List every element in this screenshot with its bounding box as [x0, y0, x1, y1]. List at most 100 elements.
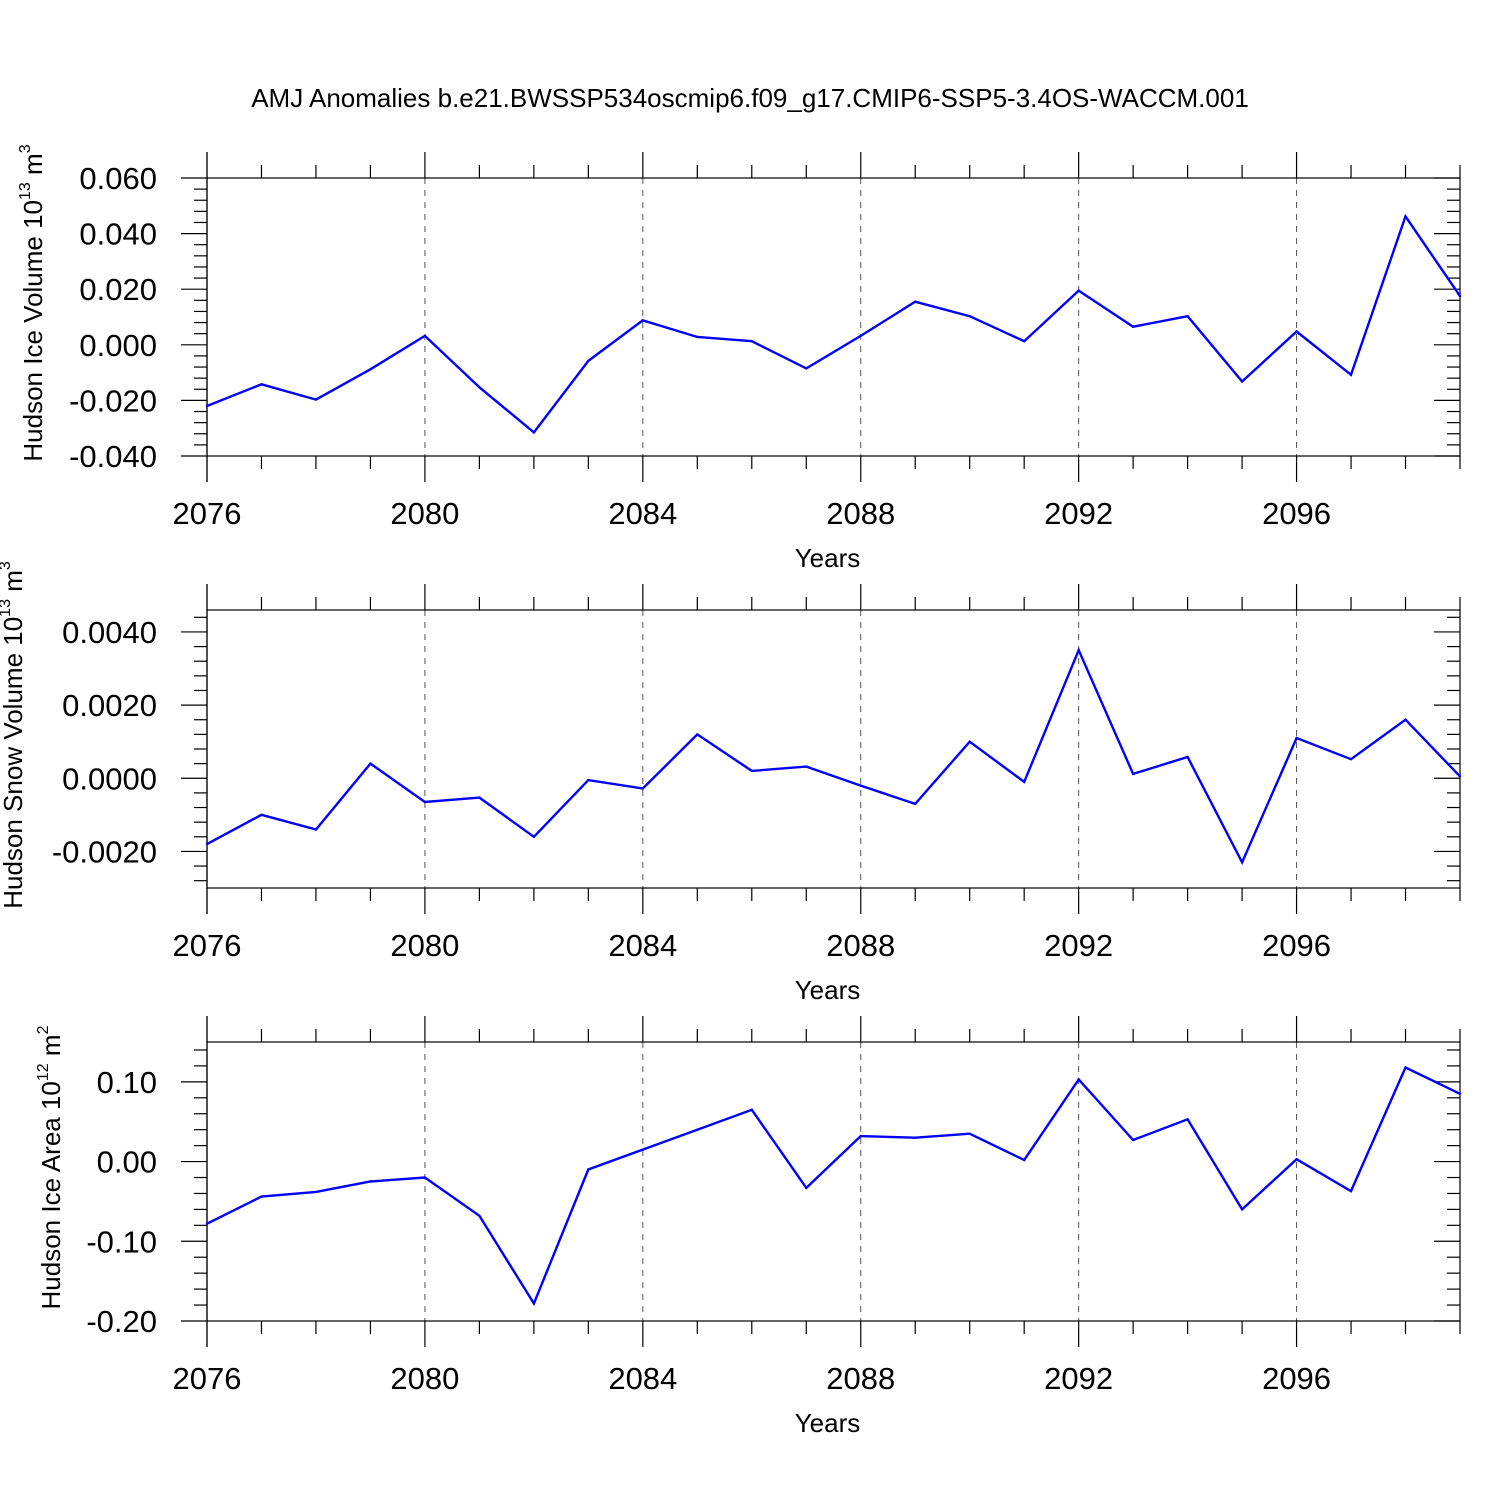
y-tick-label: 0.020 — [79, 272, 157, 307]
data-point — [1077, 289, 1080, 292]
x-tick-label: 2080 — [390, 496, 459, 531]
data-point — [1131, 325, 1135, 328]
data-point — [914, 1136, 917, 1139]
data-point — [859, 1134, 862, 1138]
x-tick-label: 2076 — [173, 496, 242, 531]
data-point — [1131, 1138, 1135, 1142]
y-tick-label: -0.020 — [69, 383, 157, 418]
data-point — [205, 404, 209, 408]
series-line — [206, 647, 1461, 866]
x-tick-label: 2084 — [608, 1361, 677, 1396]
series-line — [206, 213, 1461, 435]
data-point — [914, 300, 917, 303]
x-tick-label: 2080 — [390, 928, 459, 963]
y-tick-label: -0.10 — [86, 1224, 157, 1259]
data-point — [260, 1195, 263, 1198]
data-point — [805, 765, 808, 768]
data-point — [859, 334, 862, 338]
panel-1: 2076 2080 2084 2088 2092 2096 Years -0.040 -0.02… — [17, 144, 1462, 573]
data-point — [423, 1176, 427, 1179]
figure-title: AMJ Anomalies b.e21.BWSSP534oscmip6.f09_… — [251, 83, 1249, 113]
data-point — [1022, 340, 1026, 343]
data-point — [587, 359, 590, 363]
x-axis-title: Years — [795, 543, 861, 573]
data-point — [205, 842, 209, 846]
data-point — [641, 319, 644, 322]
data-point — [1295, 736, 1298, 740]
y-tick-label: -0.20 — [86, 1304, 157, 1339]
x-tick-label: 2084 — [608, 928, 677, 963]
data-point — [532, 835, 536, 838]
x-tick-label: 2092 — [1044, 496, 1113, 531]
data-point — [696, 1128, 699, 1131]
x-axis-title: Years — [795, 975, 861, 1005]
data-point — [369, 762, 372, 765]
data-point — [587, 1168, 590, 1171]
x-tick-label: 2092 — [1044, 928, 1113, 963]
y-tick-label: 0.040 — [79, 217, 157, 252]
y-tick-label: 0.0040 — [62, 615, 157, 650]
data-point — [532, 431, 536, 434]
data-point — [1131, 772, 1135, 776]
x-tick-label: 2080 — [390, 1361, 459, 1396]
data-point — [750, 769, 753, 773]
x-tick-label: 2076 — [173, 1361, 242, 1396]
data-point — [1458, 1092, 1462, 1096]
y-tick-label: 0.10 — [97, 1065, 157, 1100]
data-point — [750, 1108, 753, 1112]
data-point — [641, 1148, 644, 1151]
series-line — [206, 1065, 1461, 1307]
x-tick-label: 2084 — [608, 496, 677, 531]
data-point — [478, 1214, 481, 1218]
data-point — [423, 800, 427, 804]
data-point — [1186, 315, 1189, 318]
x-axis-title: Years — [795, 1408, 861, 1438]
y-tick-label: 0.00 — [97, 1145, 157, 1180]
x-tick-label: 2088 — [826, 496, 895, 531]
data-point — [1404, 215, 1407, 218]
y-tick-label: 0.060 — [79, 161, 157, 196]
data-point — [1240, 1208, 1244, 1211]
data-point — [696, 335, 699, 339]
y-axis-title: Hudson Snow Volume 1013 m3 — [0, 561, 28, 909]
y-axis-title: Hudson Ice Volume 1013 m3 — [17, 144, 48, 461]
x-tick-label: 2088 — [826, 1361, 895, 1396]
x-tick-label: 2096 — [1262, 928, 1331, 963]
data-point — [423, 334, 427, 338]
x-tick-label: 2096 — [1262, 496, 1331, 531]
data-point — [805, 367, 808, 370]
data-point — [532, 1302, 536, 1305]
data-point — [478, 386, 481, 389]
data-point — [369, 368, 372, 371]
data-point — [1186, 1118, 1189, 1121]
data-point — [314, 1190, 318, 1194]
data-point — [805, 1186, 808, 1190]
data-point — [1458, 294, 1462, 298]
y-axis-title: Hudson Ice Area 1012 m2 — [35, 1025, 66, 1309]
x-tick-label: 2092 — [1044, 1361, 1113, 1396]
data-point — [1022, 780, 1026, 784]
x-tick-label: 2088 — [826, 928, 895, 963]
data-point — [478, 796, 481, 799]
data-point — [587, 778, 590, 782]
data-point — [314, 828, 318, 831]
y-tick-label: 0.000 — [79, 328, 157, 363]
data-point — [1022, 1158, 1026, 1162]
data-point — [641, 787, 644, 790]
data-point — [1077, 1078, 1080, 1081]
data-point — [260, 383, 263, 386]
x-tick-label: 2076 — [173, 928, 242, 963]
data-point — [696, 733, 699, 736]
y-tick-label: 0.0000 — [62, 761, 157, 796]
data-point — [1349, 1189, 1353, 1193]
data-point — [260, 813, 263, 816]
data-point — [1240, 380, 1244, 383]
data-point — [369, 1180, 372, 1183]
y-tick-label: -0.0020 — [52, 834, 157, 869]
panels: 2076 2080 2084 2088 2092 2096 Years -0.040 -0.02… — [0, 144, 1462, 1438]
data-point — [1404, 718, 1407, 721]
data-point — [1240, 861, 1244, 864]
data-point — [914, 802, 917, 806]
